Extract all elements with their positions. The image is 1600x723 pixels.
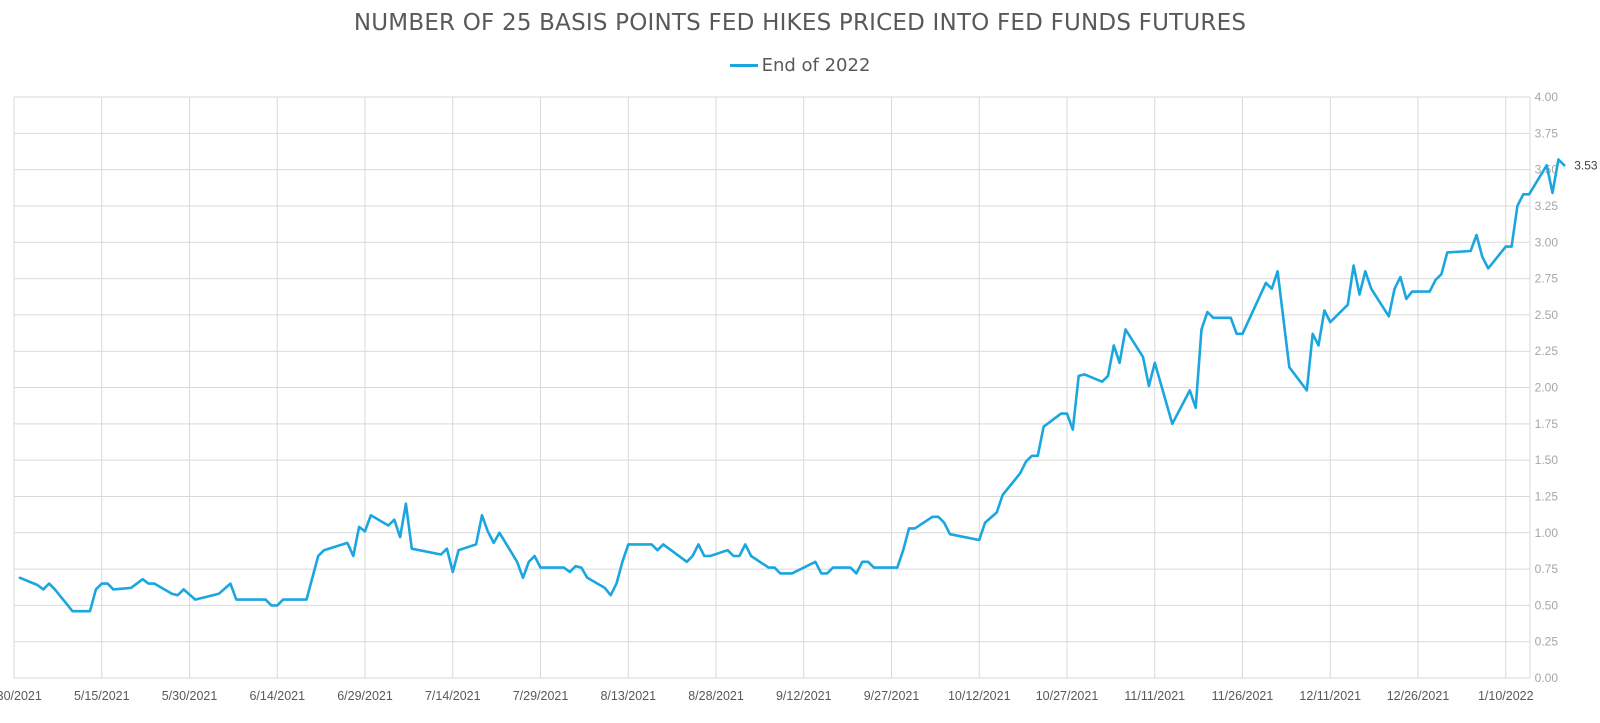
y-tick-label: 2.25 <box>1535 344 1559 358</box>
y-tick-label: 1.25 <box>1535 489 1559 503</box>
grid-lines <box>13 96 1531 679</box>
x-tick-label: 5/30/2021 <box>162 689 218 703</box>
legend-label: End of 2022 <box>761 55 871 76</box>
chart-legend: End of 2022 <box>0 55 1600 76</box>
data-labels: 3.53 <box>1574 158 1598 172</box>
x-tick-label: 10/27/2021 <box>1036 689 1099 703</box>
last-value-label: 3.53 <box>1574 158 1598 172</box>
y-tick-label: 0.75 <box>1535 562 1559 576</box>
y-tick-label: 1.50 <box>1535 453 1559 467</box>
x-tick-label: 4/30/2021 <box>0 689 42 703</box>
x-tick-label: 9/27/2021 <box>864 689 920 703</box>
x-tick-label: 12/26/2021 <box>1387 689 1450 703</box>
x-tick-label: 8/28/2021 <box>688 689 744 703</box>
y-axis-ticks: 0.00 0.25 0.50 0.75 1.00 1.25 1.50 1.75 2.00 2.25… <box>1535 90 1559 685</box>
x-tick-label: 12/11/2021 <box>1299 689 1361 703</box>
x-tick-label: 9/12/2021 <box>776 689 832 703</box>
y-tick-label: 1.00 <box>1535 526 1559 540</box>
y-tick-label: 0.50 <box>1535 598 1559 612</box>
x-tick-label: 10/12/2021 <box>948 689 1011 703</box>
x-tick-label: 5/15/2021 <box>74 689 130 703</box>
series-line-end-of-2022 <box>18 158 1566 613</box>
x-tick-label: 7/14/2021 <box>425 689 481 703</box>
x-axis-ticks: 4/30/2021 5/15/2021 5/30/2021 6/14/2021 6/29… <box>0 689 1534 703</box>
y-tick-label: 2.50 <box>1535 308 1559 322</box>
x-tick-label: 7/29/2021 <box>513 689 569 703</box>
chart-title: NUMBER OF 25 BASIS POINTS FED HIKES PRIC… <box>353 10 1247 36</box>
x-tick-label: 8/13/2021 <box>600 689 656 703</box>
legend-swatch <box>729 64 758 67</box>
x-tick-label: 6/29/2021 <box>337 689 393 703</box>
y-tick-label: 0.25 <box>1535 635 1559 649</box>
y-tick-label: 4.00 <box>1535 90 1559 104</box>
x-tick-label: 11/26/2021 <box>1212 689 1274 703</box>
y-tick-label: 2.75 <box>1535 272 1559 286</box>
y-tick-label: 1.75 <box>1535 417 1559 431</box>
y-tick-label: 3.25 <box>1535 199 1559 213</box>
y-tick-label: 2.00 <box>1535 381 1559 395</box>
x-tick-label: 11/11/2021 <box>1124 689 1185 703</box>
x-tick-label: 1/10/2022 <box>1478 689 1534 703</box>
y-tick-label: 3.00 <box>1535 235 1559 249</box>
y-tick-label: 0.00 <box>1535 671 1559 685</box>
y-tick-label: 3.75 <box>1535 126 1559 140</box>
series-group <box>18 158 1566 613</box>
x-tick-label: 6/14/2021 <box>249 689 305 703</box>
